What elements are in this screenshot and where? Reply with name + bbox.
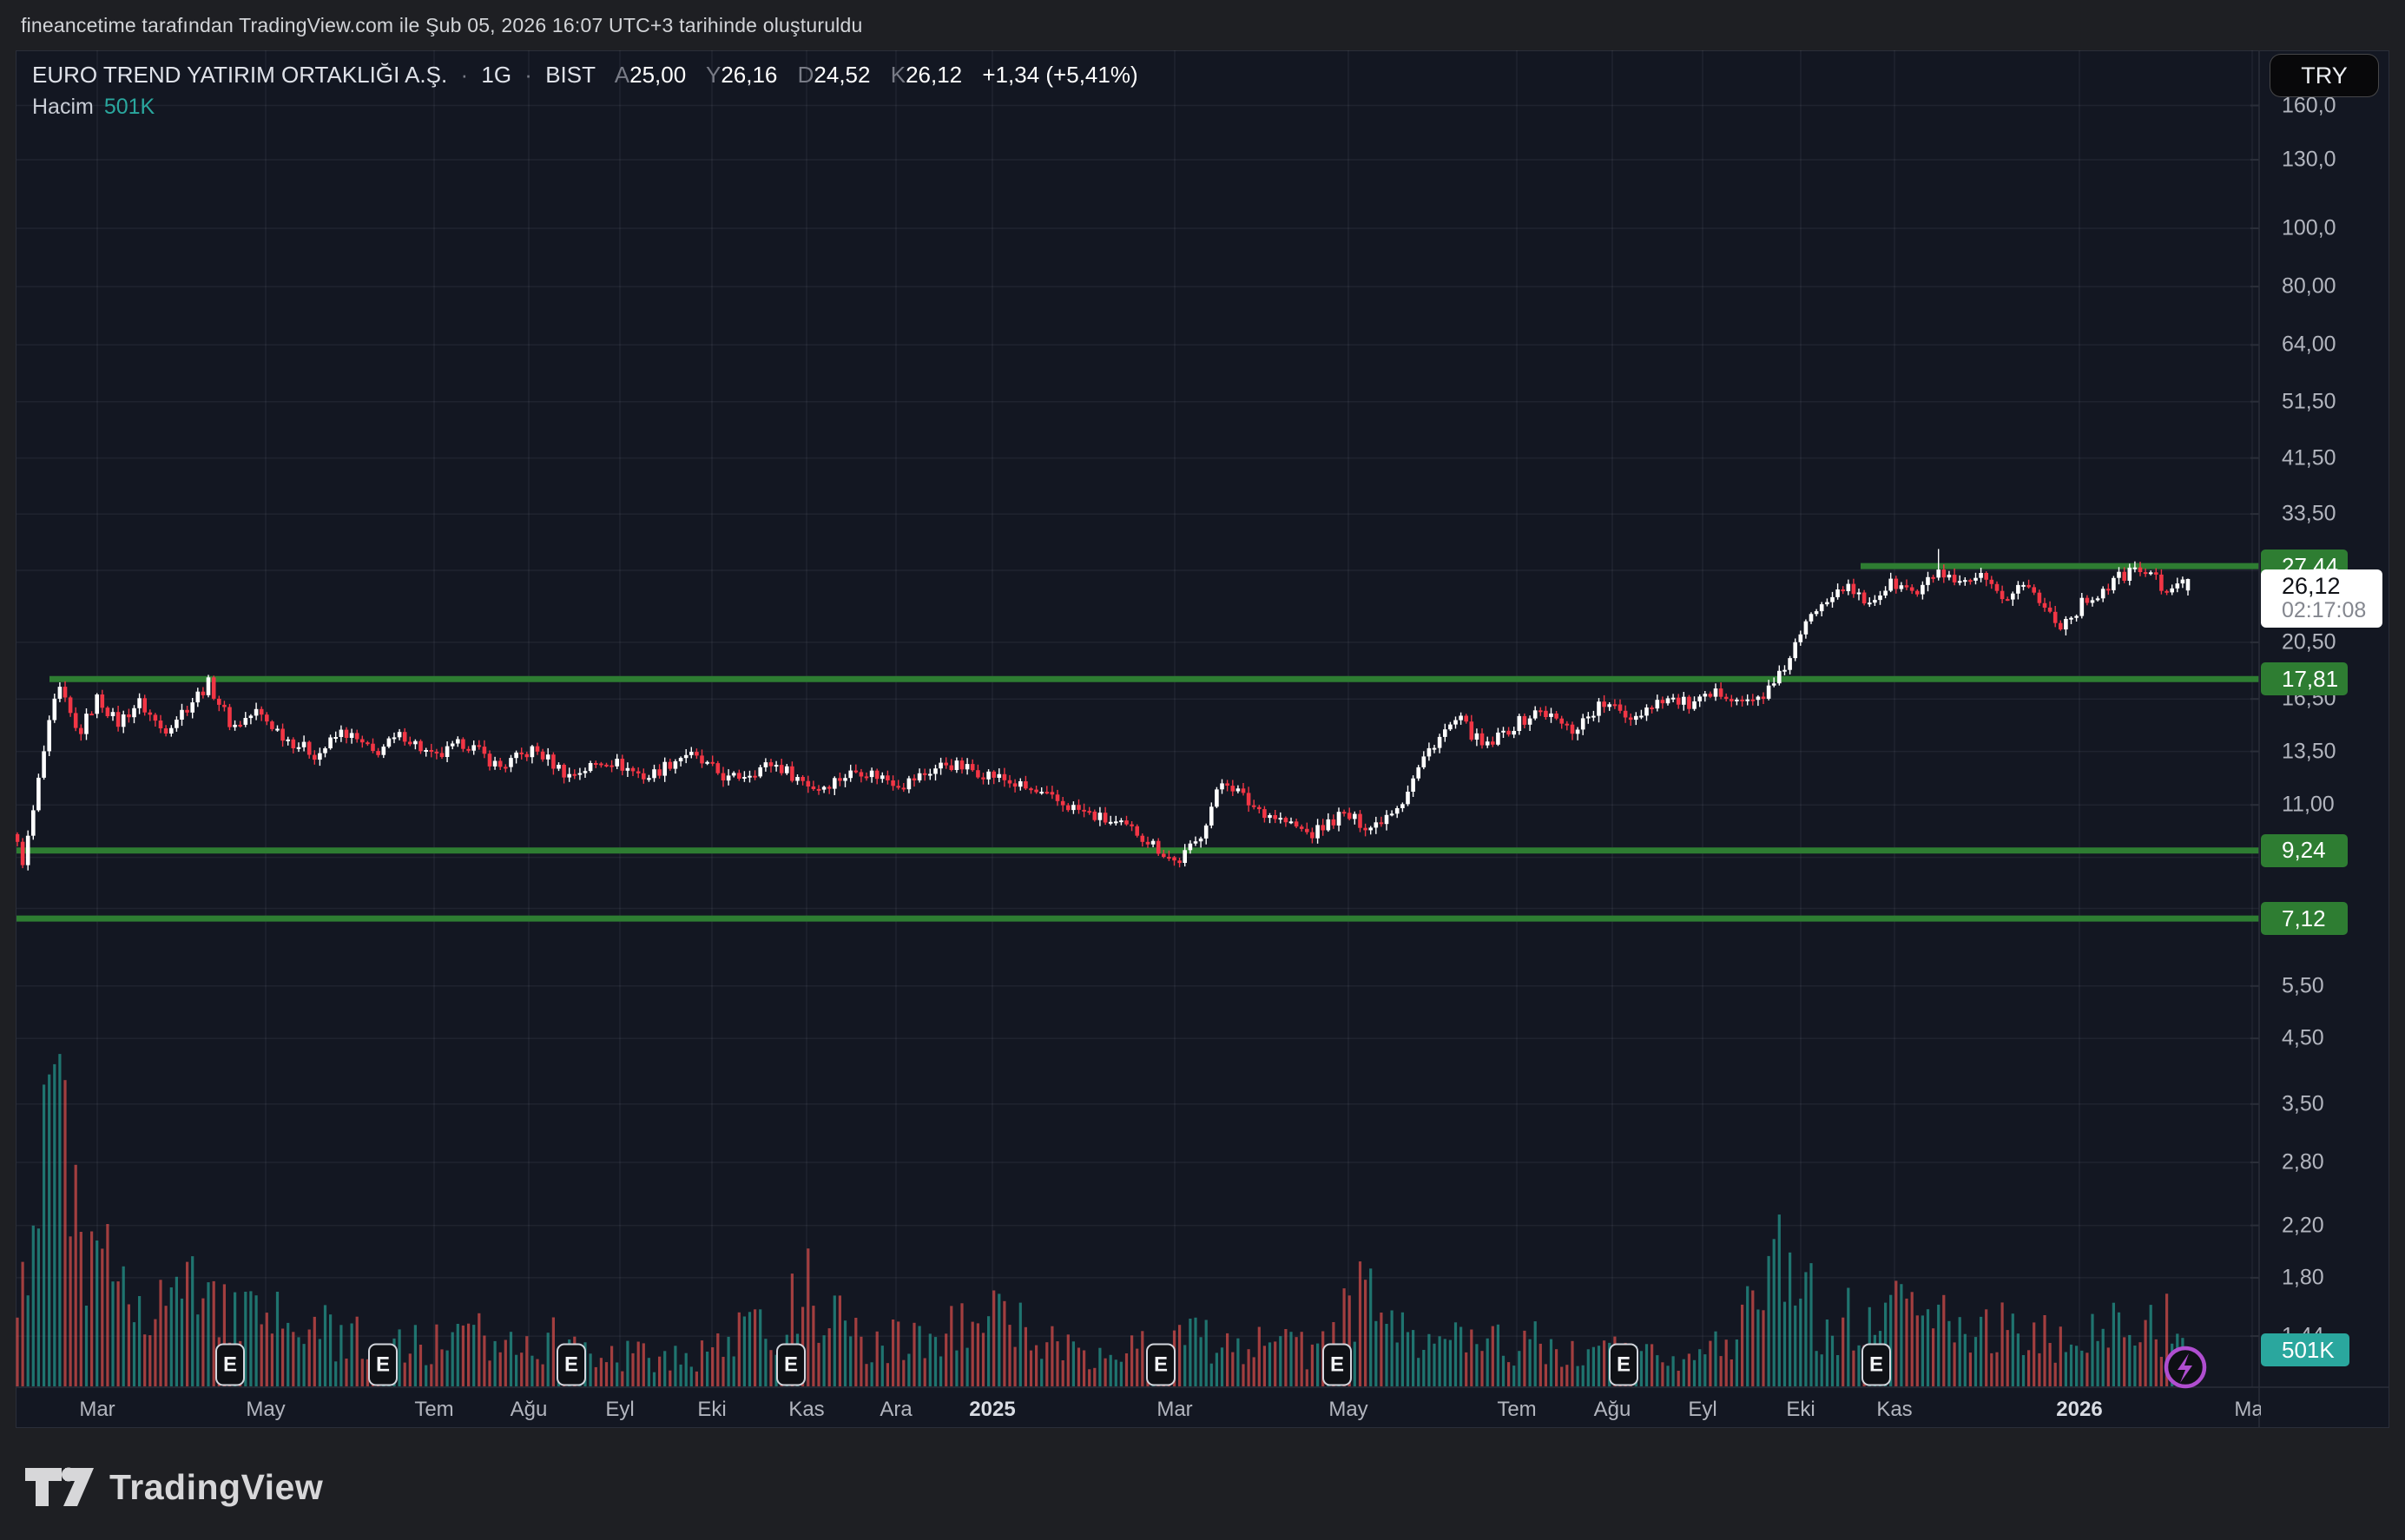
price-tick-label: 41,50	[2282, 445, 2336, 471]
time-tick-label: 2026	[2056, 1398, 2103, 1421]
price-tick-label: 11,00	[2282, 792, 2335, 817]
price-tick-label: 100,0	[2282, 215, 2336, 240]
volume-value-badge: 501K	[2261, 1333, 2349, 1366]
price-tick-label: 4,50	[2282, 1025, 2324, 1050]
price-chart-canvas[interactable]	[16, 50, 2389, 1428]
last-price-badge: 26,12 02:17:08	[2261, 569, 2382, 628]
close-value: 26,12	[906, 62, 963, 88]
earnings-marker[interactable]: E	[1146, 1343, 1176, 1386]
time-tick-label: Eyl	[1688, 1398, 1717, 1421]
time-tick-label: Mar	[79, 1398, 115, 1421]
time-axis[interactable]: Mar May Tem Ağu Eyl Eki Kas Ara 2025 Mar May Tem Ağu…	[16, 1387, 2261, 1428]
volume-legend[interactable]: Hacim 501K	[32, 95, 155, 120]
price-tick-label: 51,50	[2282, 389, 2336, 414]
price-tick-label: 20,50	[2282, 629, 2336, 655]
high-value: 26,16	[721, 62, 778, 88]
price-tick-label: 2,20	[2282, 1213, 2324, 1238]
chart-widget	[16, 50, 2389, 1428]
lightning-icon	[2164, 1346, 2207, 1389]
earnings-marker[interactable]: E	[368, 1343, 398, 1386]
price-tick-label: 1,80	[2282, 1265, 2324, 1290]
price-tick-label: 2,80	[2282, 1149, 2324, 1175]
high-letter: Y	[705, 62, 722, 88]
time-tick-label: Eki	[1786, 1398, 1815, 1421]
earnings-marker[interactable]: E	[1609, 1343, 1638, 1386]
price-tick-label: 33,50	[2282, 501, 2336, 526]
symbol-name[interactable]: EURO TREND YATIRIM ORTAKLIĞI A.Ş.	[32, 62, 448, 88]
time-tick-label: Ağu	[510, 1398, 548, 1421]
low-value: 24,52	[814, 62, 871, 88]
close-letter: K	[890, 62, 906, 88]
price-tick-label: 5,50	[2282, 973, 2324, 998]
time-tick-label: Ara	[880, 1398, 913, 1421]
change-value: +1,34 (+5,41%)	[982, 62, 1138, 88]
level-price-badge: 7,12	[2261, 902, 2348, 936]
tradingview-wordmark: TradingView	[109, 1466, 324, 1507]
low-letter: D	[797, 62, 814, 88]
tradingview-logo-icon	[25, 1467, 94, 1506]
earnings-marker[interactable]: E	[215, 1343, 245, 1386]
attribution-text: fineancetime tarafından TradingView.com …	[21, 14, 863, 36]
earnings-marker[interactable]: E	[776, 1343, 806, 1386]
time-tick-label: 2025	[969, 1398, 1016, 1421]
time-tick-label: Tem	[414, 1398, 454, 1421]
exchange-label: BIST	[545, 62, 596, 88]
level-price-badge: 9,24	[2261, 833, 2348, 867]
earnings-marker[interactable]: E	[557, 1343, 586, 1386]
time-tick-label: Eki	[697, 1398, 727, 1421]
time-tick-label: May	[246, 1398, 286, 1421]
volume-value: 501K	[103, 95, 155, 119]
time-tick-label: Eyl	[605, 1398, 635, 1421]
chart-legend[interactable]: EURO TREND YATIRIM ORTAKLIĞI A.Ş. · 1G ·…	[32, 62, 1138, 89]
time-tick-label: Mar	[1156, 1398, 1193, 1421]
earnings-marker[interactable]: E	[1861, 1343, 1891, 1386]
open-value: 25,00	[629, 62, 687, 88]
time-tick-label: Kas	[788, 1398, 825, 1421]
time-tick-label: May	[1328, 1398, 1368, 1421]
earnings-marker[interactable]: E	[1322, 1343, 1352, 1386]
separator-dot: ·	[460, 62, 469, 88]
price-tick-label: 80,00	[2282, 273, 2336, 299]
price-tick-label: 3,50	[2282, 1091, 2324, 1116]
volume-label: Hacim	[32, 95, 94, 119]
interval-label[interactable]: 1G	[481, 62, 512, 88]
time-tick-label: Ağu	[1593, 1398, 1631, 1421]
time-tick-label: Tem	[1497, 1398, 1537, 1421]
currency-button[interactable]: TRY	[2270, 54, 2379, 97]
price-tick-label: 130,0	[2282, 147, 2336, 172]
separator-dot: ·	[524, 62, 532, 88]
level-price-badge: 17,81	[2261, 662, 2348, 696]
price-tick-label: 64,00	[2282, 332, 2336, 357]
time-tick-label: Mar	[2234, 1398, 2261, 1421]
last-price-label: 26,12	[2282, 573, 2341, 599]
price-tick-label: 13,50	[2282, 739, 2336, 764]
open-letter: A	[614, 62, 630, 88]
footer-brand: TradingView	[24, 1465, 323, 1509]
countdown-label: 02:17:08	[2282, 598, 2367, 622]
time-tick-label: Kas	[1876, 1398, 1913, 1421]
